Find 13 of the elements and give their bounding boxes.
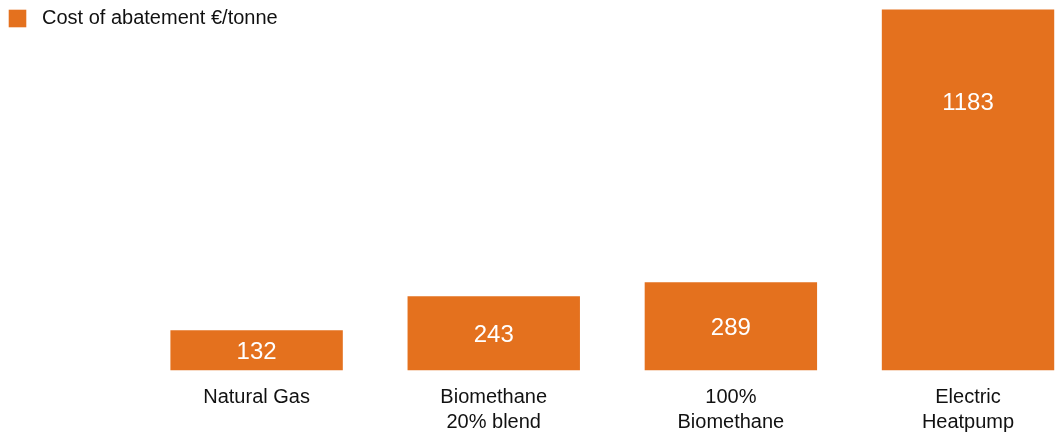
bar — [644, 282, 818, 371]
x-tick-label: 100% Biomethane — [677, 384, 785, 432]
legend-label: Cost of abatement €/tonne — [42, 6, 278, 29]
x-tick-label: Natural Gas — [203, 384, 310, 407]
data-label: 132 — [236, 336, 277, 364]
x-tick-label: Biomethane 20% blend — [440, 384, 548, 432]
bar — [407, 296, 580, 371]
data-label: 289 — [710, 312, 751, 340]
bar — [170, 330, 343, 371]
data-label: 243 — [473, 319, 514, 347]
x-tick-label: Electric Heatpump — [921, 384, 1015, 432]
data-label: 1183 — [942, 88, 994, 116]
bar — [881, 9, 1055, 371]
